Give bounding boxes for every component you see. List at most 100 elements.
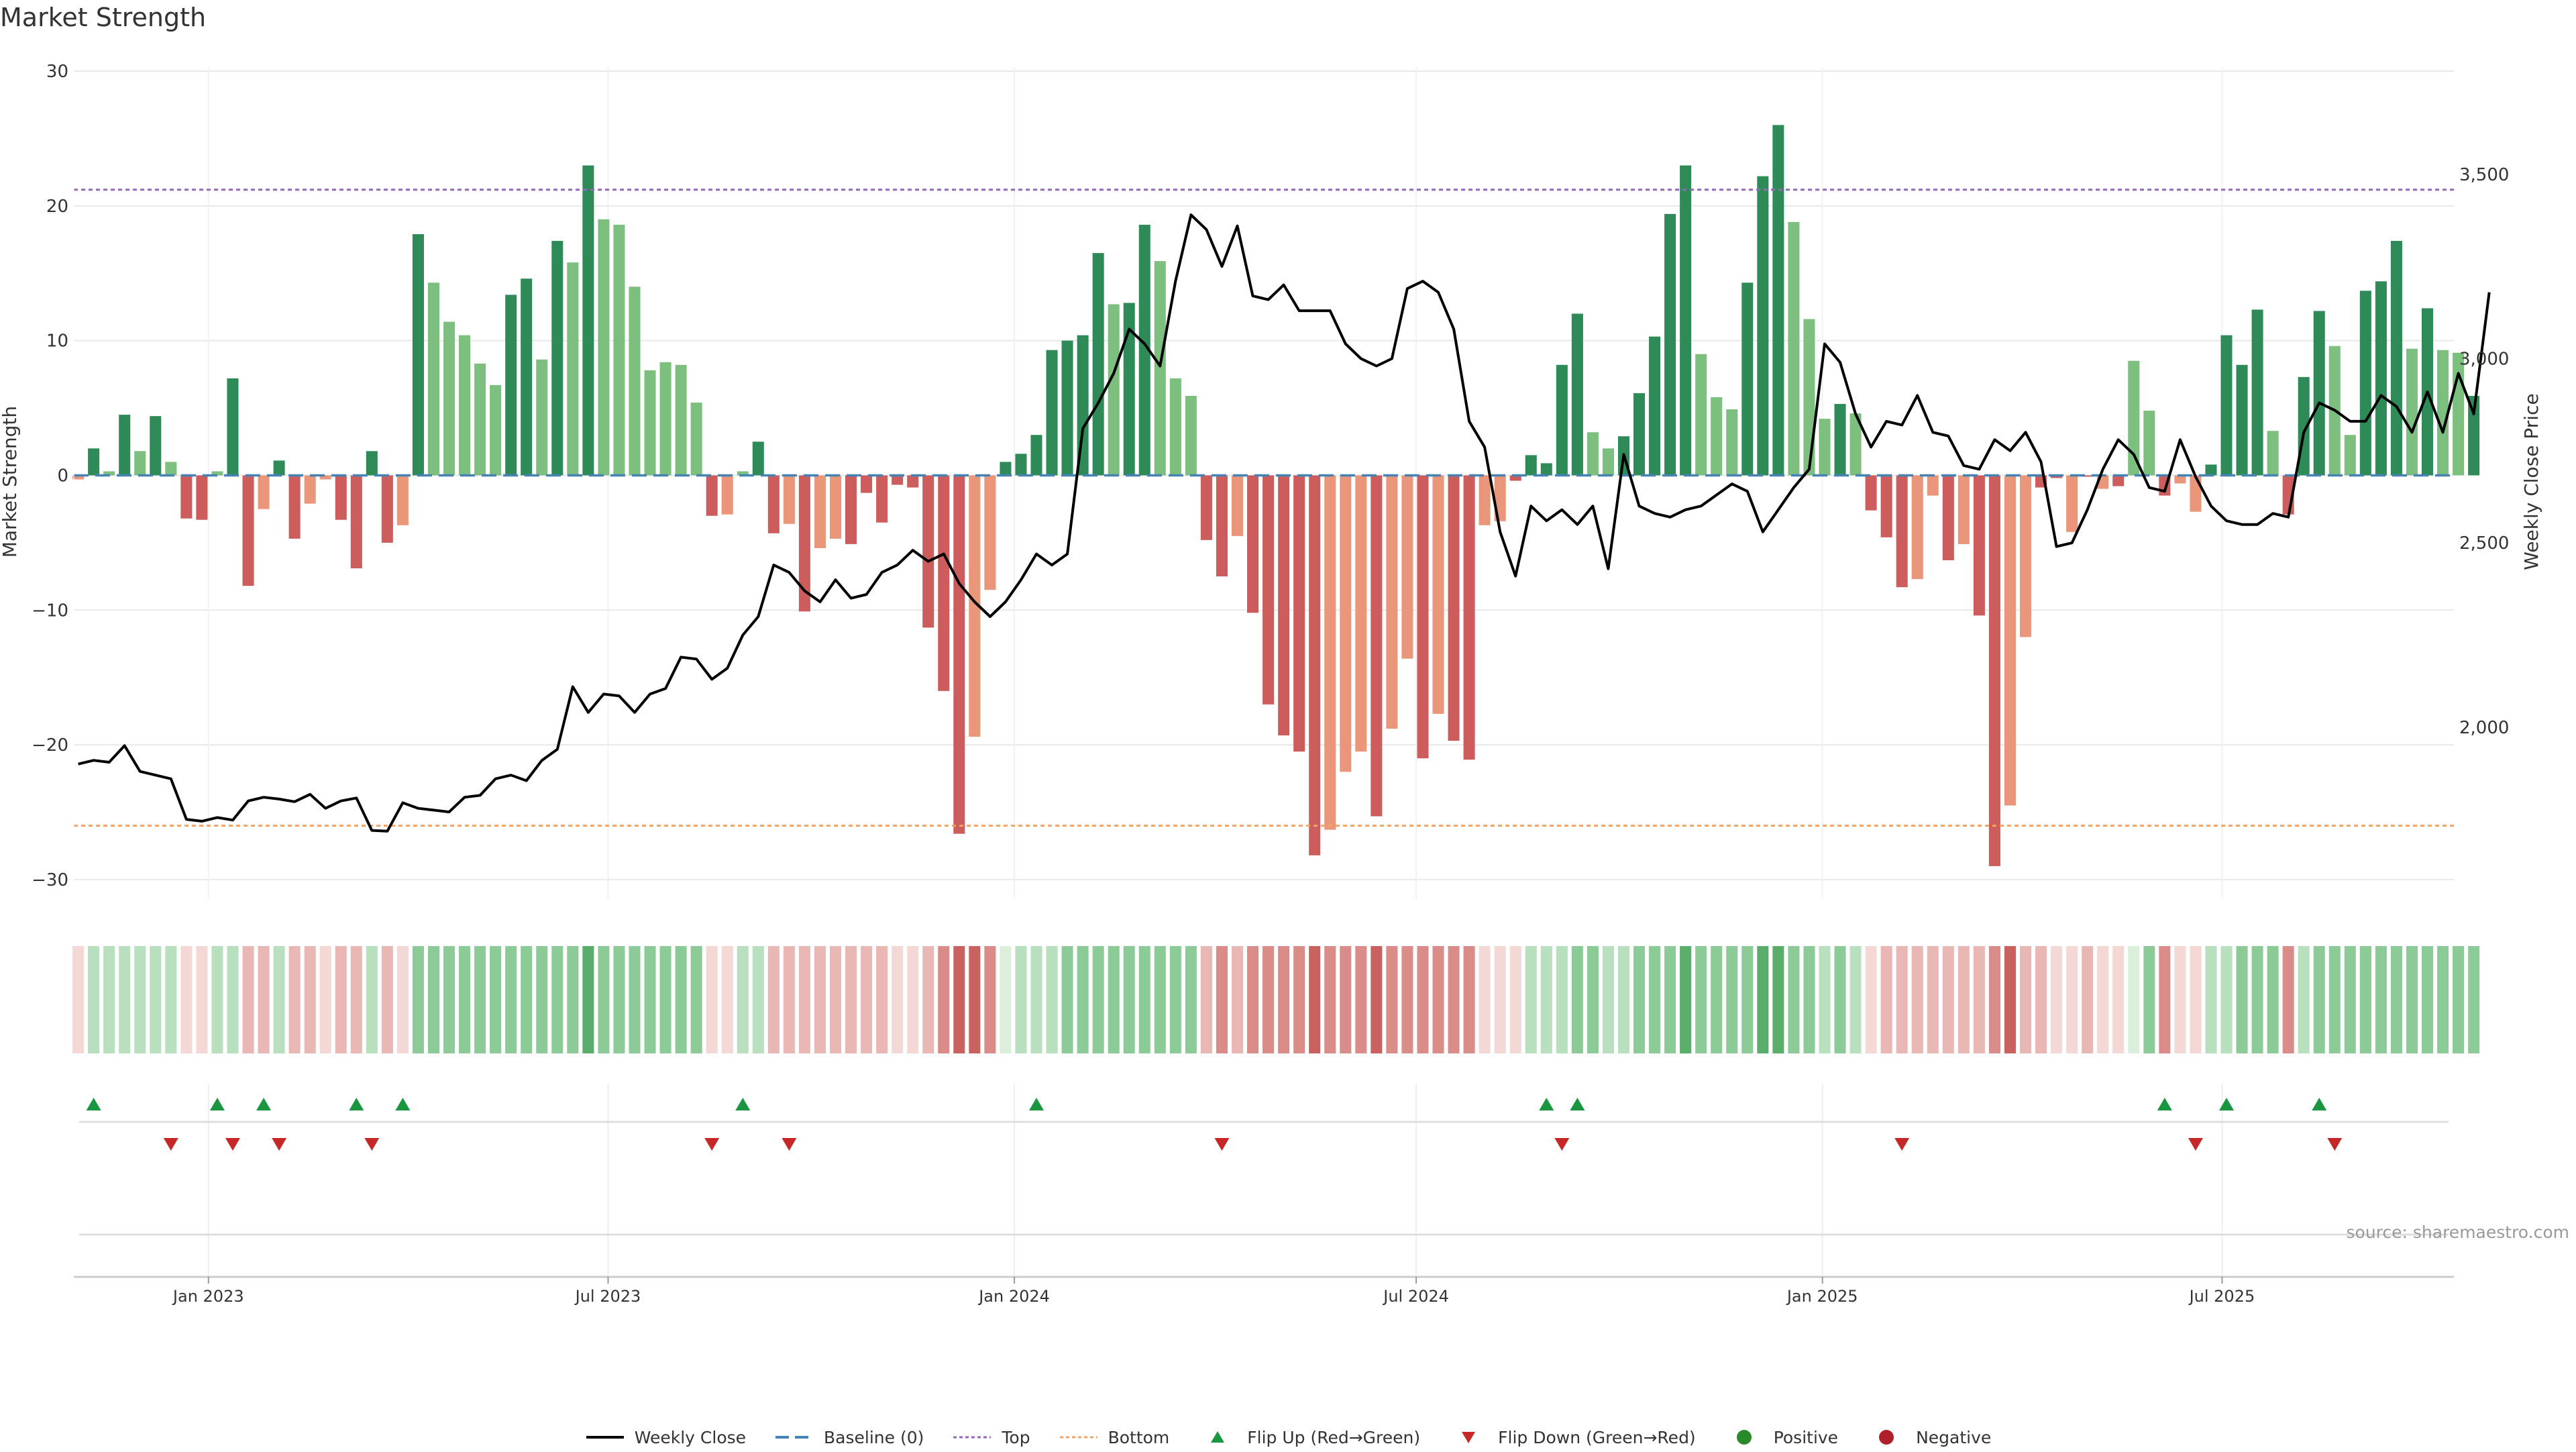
strength-bar — [737, 471, 749, 476]
heat-cell — [150, 946, 162, 1053]
heat-cell — [2437, 946, 2449, 1053]
line-legend-icon — [586, 1436, 624, 1439]
heat-cell — [1046, 946, 1058, 1053]
heat-cell — [892, 946, 904, 1053]
heat-cell — [598, 946, 610, 1053]
legend-item-baseline: Baseline (0) — [774, 1428, 924, 1447]
strength-bar — [521, 278, 533, 476]
flip-down-marker — [2327, 1138, 2343, 1151]
heat-cell — [242, 946, 254, 1053]
heat-cell — [536, 946, 548, 1053]
strength-bar — [845, 475, 857, 544]
heat-cell — [1927, 946, 1939, 1053]
heat-cell — [1015, 946, 1027, 1053]
strength-bar — [1819, 419, 1831, 476]
heat-cell — [1200, 946, 1212, 1053]
strength-bar — [304, 475, 316, 504]
legend-item-top: Top — [952, 1428, 1030, 1447]
legend-label: Negative — [1916, 1427, 1992, 1447]
heat-cell — [2190, 946, 2202, 1053]
heat-cell — [1680, 946, 1692, 1053]
strength-bar — [1788, 221, 1800, 476]
strength-bar — [2313, 311, 2325, 476]
heat-cell — [1216, 946, 1228, 1053]
strength-bar — [273, 460, 285, 476]
heat-cell — [273, 946, 285, 1053]
heat-cell — [2236, 946, 2248, 1053]
legend: Weekly Close Baseline (0) Top Bottom Flip Up… — [0, 1422, 2576, 1452]
strength-bar — [1247, 475, 1259, 613]
heat-cell — [2267, 946, 2279, 1053]
heat-cell — [1803, 946, 1815, 1053]
bottom-legend-icon — [1059, 1436, 1097, 1439]
legend-label: Top — [1002, 1427, 1030, 1447]
strength-bar — [1571, 313, 1583, 476]
strength-bar — [598, 219, 610, 476]
strength-bar — [2220, 335, 2233, 476]
strength-bar — [582, 165, 594, 476]
heat-cell — [2019, 946, 2032, 1053]
heat-cell — [1942, 946, 1954, 1053]
strength-bar — [1401, 475, 1413, 659]
heat-cell — [1309, 946, 1321, 1053]
heat-cell — [938, 946, 950, 1053]
heat-cell — [1865, 946, 1877, 1053]
heat-cell — [211, 946, 223, 1053]
heat-cell — [1741, 946, 1754, 1053]
strength-bar — [459, 335, 471, 476]
strength-bar — [227, 378, 239, 476]
strength-bar — [1509, 475, 1521, 481]
heat-cell — [845, 946, 857, 1053]
x-tick-label: Jan 2024 — [977, 1287, 1050, 1306]
heat-cell — [1957, 946, 1970, 1053]
heat-cell — [551, 946, 564, 1053]
heat-cell — [1988, 946, 2000, 1053]
heat-cell — [72, 946, 85, 1053]
heat-cell — [1108, 946, 1120, 1053]
flip-down-marker — [782, 1138, 797, 1151]
negative-legend-icon — [1879, 1430, 1894, 1445]
heat-cell — [1293, 946, 1305, 1053]
heat-cell — [2097, 946, 2109, 1053]
heat-cell — [1757, 946, 1769, 1053]
y2-tick-label: 2,000 — [2459, 718, 2509, 738]
heat-cell — [2298, 946, 2310, 1053]
heat-cell — [2282, 946, 2294, 1053]
y-tick-label: 30 — [46, 62, 68, 82]
strength-bar — [1200, 475, 1212, 540]
heat-cell — [907, 946, 919, 1053]
flip-up-marker — [1570, 1098, 1585, 1110]
heat-cell — [2205, 946, 2217, 1053]
heat-cell — [396, 946, 409, 1053]
heat-strip — [72, 946, 2480, 1053]
heat-cell — [582, 946, 594, 1053]
heat-cell — [1448, 946, 1460, 1053]
strength-bar — [783, 475, 795, 524]
heat-cell — [1340, 946, 1352, 1053]
heat-cell — [459, 946, 471, 1053]
y-tick-label: 10 — [46, 331, 68, 352]
strength-bar — [1695, 354, 1707, 476]
heat-cell — [1633, 946, 1646, 1053]
heat-cell — [288, 946, 301, 1053]
heat-cell — [798, 946, 810, 1053]
flip-up-marker — [735, 1098, 751, 1110]
strength-bar — [984, 475, 996, 590]
heat-cell — [984, 946, 996, 1053]
strength-bar — [1741, 282, 1754, 476]
heat-cell — [567, 946, 579, 1053]
y-tick-label: −30 — [32, 870, 68, 890]
heat-cell — [1077, 946, 1089, 1053]
strength-bar — [2453, 352, 2465, 476]
heat-cell — [335, 946, 347, 1053]
strength-bar — [536, 359, 548, 476]
heat-cell — [1355, 946, 1367, 1053]
heat-cell — [2143, 946, 2155, 1053]
strength-bar — [1077, 335, 1089, 476]
flip-up-marker — [395, 1098, 411, 1110]
strength-bar — [2267, 431, 2279, 476]
strength-bar — [1015, 454, 1027, 476]
axes: 30 20 10 0 −10 −20 −30 3,500 3,000 2,500 2,000 Jan … — [0, 62, 2542, 1306]
y2-tick-label: 3,500 — [2459, 165, 2509, 185]
heat-cell — [1772, 946, 1784, 1053]
